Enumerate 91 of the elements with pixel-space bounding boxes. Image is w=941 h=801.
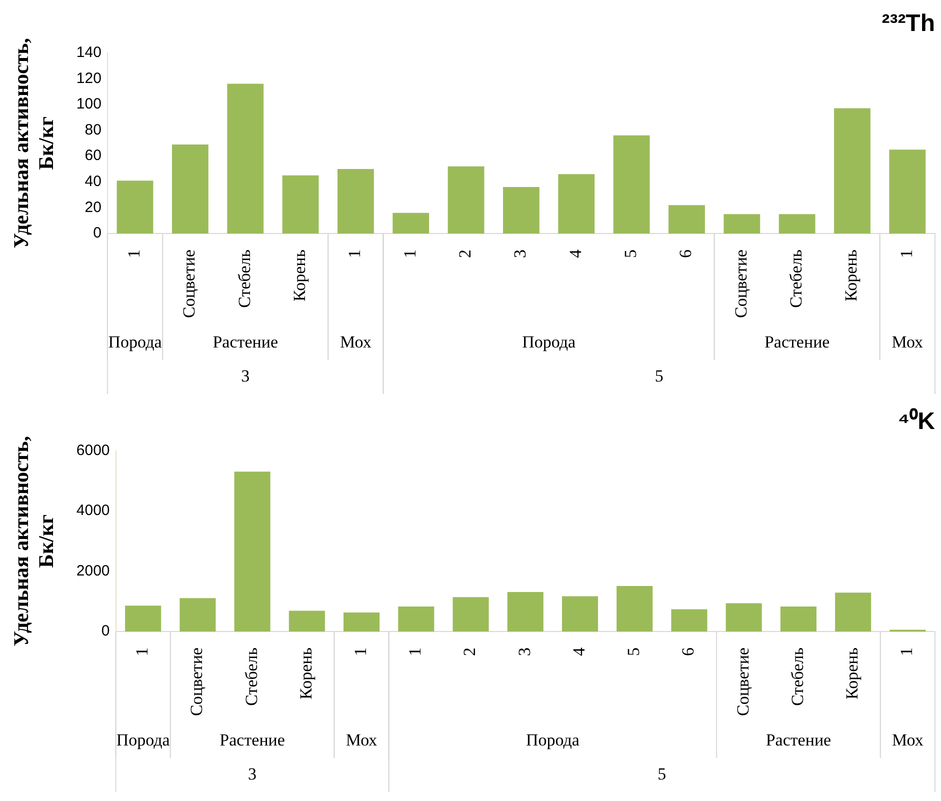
- x-tick-label: Корень: [290, 249, 309, 302]
- y-tick-label: 20: [84, 198, 102, 216]
- bar: [835, 592, 872, 632]
- text: 5: [654, 366, 664, 386]
- x-tick-label: Стебель: [234, 249, 254, 308]
- chart-title: ⁴⁰K: [898, 408, 936, 436]
- x-tick-label: 1: [896, 250, 916, 258]
- x-tick-label: Соцветие: [187, 648, 206, 716]
- bar: [671, 609, 708, 632]
- text: Мох: [892, 332, 924, 352]
- bar: [234, 472, 270, 632]
- x-tick-label: 6: [676, 250, 696, 258]
- text: Мох: [340, 332, 372, 352]
- text: Мох: [892, 730, 924, 750]
- x-tick-label: 1: [406, 648, 425, 656]
- y-tick-label: 6000: [76, 442, 110, 459]
- bar: [282, 175, 319, 234]
- bar: [288, 610, 325, 632]
- y-axis-title: Удельная активность, Бк/кг: [9, 436, 58, 646]
- bar: [180, 598, 216, 632]
- x-tick-label: 1: [351, 648, 370, 656]
- text: Порода: [108, 332, 162, 352]
- bar: [448, 166, 484, 234]
- text: Растение: [764, 332, 830, 352]
- y-tick-label: 0: [93, 224, 102, 242]
- y-axis-title: Удельная активность, Бк/кг: [9, 38, 58, 248]
- x-tick-label: 4: [569, 647, 588, 656]
- bar: [780, 606, 816, 632]
- y-tick-label: 2000: [76, 562, 110, 580]
- x-tick-label: Корень: [296, 647, 316, 700]
- x-tick-label: Корень: [842, 249, 861, 302]
- text: Мох: [346, 730, 378, 750]
- x-tick-label: 4: [566, 249, 585, 258]
- bar: [337, 168, 374, 234]
- bar: [452, 597, 489, 632]
- x-tick-label: Соцветие: [733, 648, 752, 716]
- chart-title: ²³²Th: [882, 10, 935, 38]
- bar: [889, 150, 926, 234]
- y-tick-label: 100: [76, 96, 102, 113]
- x-tick-label: Стебель: [788, 647, 807, 706]
- y-tick-label: 60: [84, 147, 102, 164]
- bar: [558, 174, 595, 234]
- bar: [172, 144, 208, 234]
- x-tick-label: 5: [621, 250, 640, 258]
- y-tick-label: 140: [76, 44, 102, 61]
- x-tick-label: 1: [897, 648, 916, 656]
- bar: [503, 187, 540, 234]
- bar: [613, 135, 650, 234]
- bar: [834, 108, 870, 234]
- bar: [344, 612, 380, 632]
- x-tick-label: Соцветие: [731, 250, 750, 318]
- text: 5: [658, 764, 666, 784]
- text: Порода: [116, 730, 170, 750]
- x-tick-label: 1: [400, 250, 420, 258]
- y-tick-label: 0: [101, 622, 110, 640]
- x-tick-label: 1: [345, 250, 364, 258]
- bar: [398, 606, 434, 632]
- x-tick-label: 3: [510, 250, 530, 258]
- y-tick-label: 120: [76, 70, 102, 87]
- x-tick-label: 6: [678, 648, 698, 656]
- bar: [125, 606, 162, 632]
- bar: [392, 212, 430, 234]
- bar: [668, 205, 705, 234]
- bar: [227, 84, 264, 234]
- bar: [116, 180, 154, 234]
- y-tick-label: 40: [84, 173, 102, 190]
- bar: [726, 603, 762, 632]
- x-tick-label: Стебель: [786, 249, 806, 308]
- bar: [507, 592, 544, 632]
- x-tick-label: Стебель: [242, 647, 261, 706]
- x-tick-label: 5: [624, 648, 644, 656]
- bar: [562, 596, 598, 632]
- text: 3: [248, 764, 257, 784]
- x-tick-label: 1: [132, 648, 152, 656]
- x-tick-label: 1: [124, 250, 144, 258]
- bar: [724, 214, 760, 234]
- bar: [778, 214, 816, 234]
- text: Порода: [526, 730, 580, 750]
- y-tick-label: 4000: [76, 502, 110, 520]
- x-tick-label: Корень: [842, 647, 862, 700]
- x-tick-label: 2: [456, 250, 475, 258]
- x-tick-label: 2: [460, 648, 480, 656]
- x-tick-label: 3: [514, 648, 534, 656]
- text: Порода: [522, 332, 576, 352]
- x-tick-label: Соцветие: [180, 250, 199, 318]
- y-tick-label: 80: [84, 121, 102, 138]
- text: Растение: [212, 332, 278, 352]
- text: 3: [241, 366, 250, 386]
- text: Растение: [766, 730, 832, 750]
- bar: [616, 586, 653, 632]
- text: Растение: [220, 730, 285, 750]
